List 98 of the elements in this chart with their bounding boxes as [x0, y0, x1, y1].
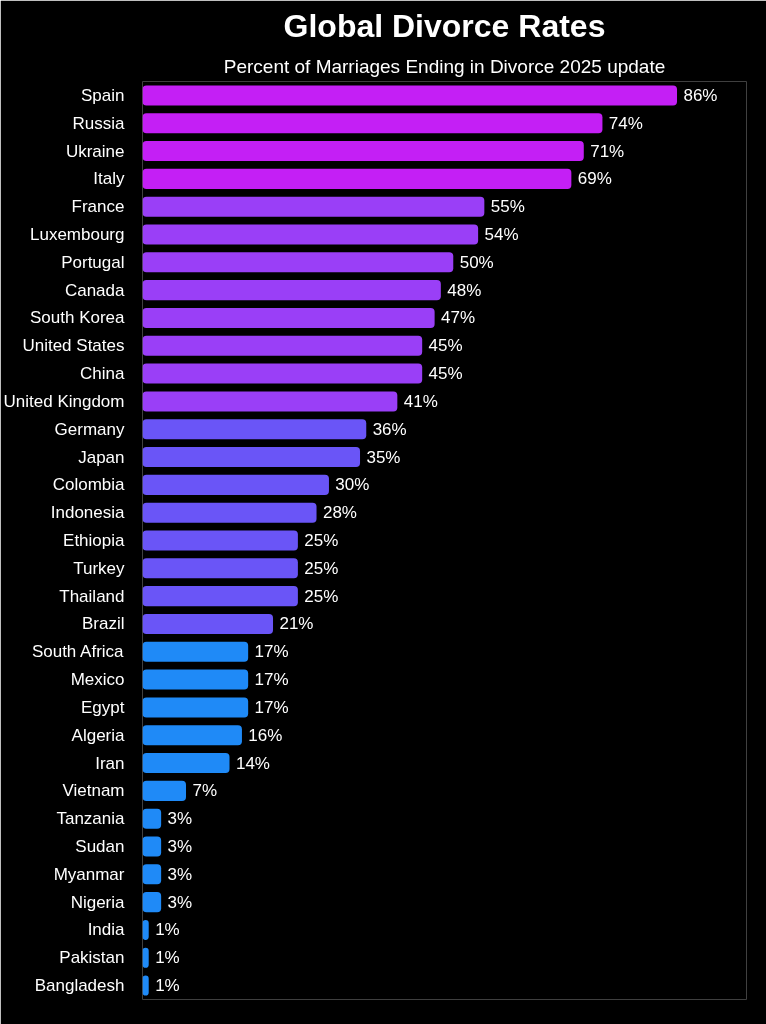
- data-label: 41%: [403, 391, 438, 411]
- data-label: 21%: [279, 614, 314, 634]
- y-tick-label: China: [80, 364, 126, 384]
- data-label: 17%: [254, 670, 289, 690]
- data-label: 7%: [192, 781, 217, 801]
- y-tick-label: United Kingdom: [3, 391, 125, 411]
- y-tick-label: Canada: [64, 280, 126, 300]
- bar: [142, 613, 274, 634]
- y-tick-label: Tanzania: [56, 809, 126, 829]
- data-label: 17%: [254, 642, 289, 662]
- data-label: 55%: [490, 197, 525, 217]
- y-tick-label: Japan: [78, 447, 125, 467]
- data-label: 28%: [322, 503, 357, 523]
- bar: [142, 530, 298, 551]
- data-label: 69%: [577, 169, 612, 189]
- y-tick-label: Portugal: [61, 252, 125, 272]
- data-label: 25%: [304, 531, 339, 550]
- y-tick-label: Turkey: [73, 558, 125, 578]
- y-tick-label: Russia: [72, 113, 126, 133]
- y-tick-label: Italy: [93, 169, 125, 189]
- bar: [142, 307, 435, 328]
- bar: [142, 335, 423, 356]
- data-label: 1%: [155, 976, 180, 996]
- bar: [142, 168, 572, 189]
- chart-title: Global Divorce Rates: [283, 7, 606, 44]
- data-label: 36%: [372, 419, 407, 439]
- bar: [142, 697, 249, 718]
- data-label: 86%: [683, 85, 718, 105]
- bar: [142, 669, 249, 690]
- bar: [142, 836, 162, 857]
- y-tick-label: Luxembourg: [30, 225, 125, 244]
- bar: [142, 141, 584, 162]
- y-tick-label: Egypt: [81, 697, 125, 717]
- y-tick-label: South Korea: [29, 308, 126, 328]
- bar: [142, 280, 441, 301]
- bar: [142, 113, 603, 134]
- data-label: 45%: [428, 364, 463, 384]
- y-tick-label: Bangladesh: [34, 976, 125, 996]
- y-tick-label: South Africa: [31, 642, 125, 662]
- y-tick-label: France: [71, 197, 125, 217]
- bar: [142, 252, 454, 273]
- data-label: 1%: [155, 948, 180, 968]
- bar: [142, 641, 249, 662]
- bar: [142, 419, 367, 440]
- data-label: 3%: [167, 837, 193, 856]
- y-tick-label: Brazil: [81, 614, 125, 634]
- bar: [142, 447, 361, 468]
- bar: [142, 864, 162, 885]
- bar: [142, 474, 329, 495]
- data-label: 25%: [304, 586, 339, 606]
- chart-subtitle: Percent of Marriages Ending in Divorce 2025 update: [223, 55, 666, 77]
- bar: [142, 808, 162, 829]
- data-label: 16%: [248, 725, 283, 745]
- y-tick-label: Sudan: [75, 837, 125, 856]
- y-tick-label: Myanmar: [53, 864, 125, 884]
- y-tick-label: Thailand: [59, 586, 125, 606]
- y-tick-label: Indonesia: [50, 503, 126, 523]
- data-label: 74%: [608, 113, 643, 133]
- bar: [142, 224, 479, 245]
- data-label: 48%: [447, 280, 482, 300]
- y-tick-label: Vietnam: [62, 781, 125, 801]
- y-tick-label: Germany: [54, 419, 125, 439]
- y-tick-label: Pakistan: [59, 948, 125, 968]
- y-tick-label: Ethiopia: [63, 531, 126, 550]
- bar: [142, 363, 423, 384]
- y-tick-label: Iran: [95, 753, 125, 773]
- data-label: 54%: [484, 225, 519, 244]
- data-label: 3%: [167, 892, 193, 912]
- y-tick-label: United States: [22, 336, 125, 356]
- y-tick-label: Ukraine: [65, 141, 125, 161]
- bar: [142, 85, 678, 106]
- y-tick-label: Colombia: [52, 475, 126, 495]
- data-label: 45%: [428, 336, 463, 356]
- bar: [142, 558, 298, 579]
- data-label: 3%: [167, 809, 193, 829]
- bar: [142, 780, 187, 801]
- data-label: 25%: [304, 558, 339, 578]
- data-label: 47%: [441, 308, 476, 328]
- bar: [142, 892, 162, 913]
- bar: [142, 753, 230, 774]
- y-tick-label: Mexico: [70, 670, 125, 690]
- bar: [142, 502, 317, 523]
- data-label: 30%: [335, 475, 370, 495]
- bar: [142, 196, 485, 217]
- y-tick-label: Spain: [81, 85, 125, 105]
- bar: [142, 586, 298, 607]
- y-tick-label: India: [87, 920, 126, 940]
- data-label: 3%: [167, 864, 193, 884]
- data-label: 1%: [155, 920, 180, 940]
- y-tick-label: Nigeria: [70, 892, 126, 912]
- data-label: 50%: [459, 252, 494, 272]
- data-label: 35%: [366, 447, 401, 467]
- y-tick-label: Algeria: [71, 725, 126, 745]
- data-label: 14%: [235, 753, 270, 773]
- data-label: 17%: [254, 697, 289, 717]
- data-label: 71%: [590, 141, 625, 161]
- bar: [142, 391, 398, 412]
- bar: [142, 725, 242, 746]
